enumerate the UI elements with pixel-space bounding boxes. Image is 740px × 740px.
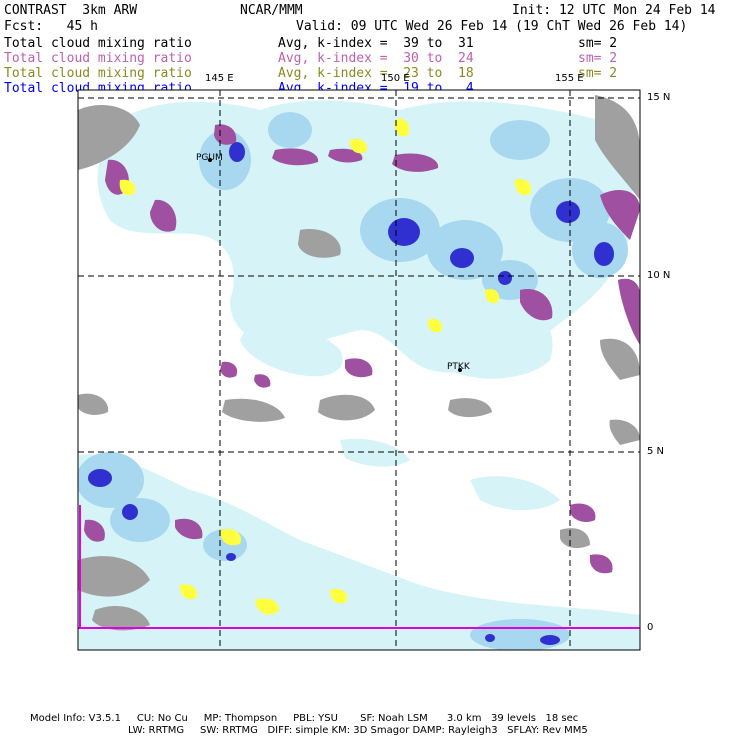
lon-label-155e: 155 E: [555, 73, 584, 84]
station-marker-ptkk: [458, 368, 462, 372]
lat-label-10n: 10 N: [647, 270, 671, 281]
lat-label-equator: 0: [647, 622, 654, 633]
legend-sm-2: sm= 2: [578, 51, 618, 66]
station-marker-pgum: [208, 158, 212, 162]
lat-label-15n: 15 N: [647, 92, 671, 103]
station-label-ptkk: PTKK: [447, 362, 470, 372]
gray-high-cloud: [78, 95, 640, 631]
map-frame: [77, 89, 641, 651]
lon-label-150e: 150 E: [381, 73, 410, 84]
header-fcst: Fcst: 45 h: [4, 19, 98, 34]
header-center: NCAR/MMM: [240, 3, 303, 18]
purple-mid-cloud: [84, 124, 640, 574]
legend-avg-1: Avg, k-index = 39 to 31: [278, 36, 474, 51]
station-label-pgum: PGUM: [196, 153, 223, 163]
footer-model-info: Model Info: V3.5.1 CU: No Cu MP: Thompso…: [30, 713, 579, 724]
legend-avg-3: Avg, k-index = 23 to 18: [278, 66, 474, 81]
legend-field-2: Total cloud mixing ratio: [4, 51, 192, 66]
yellow-low-cloud: [119, 118, 532, 615]
legend-sm-1: sm= 2: [578, 36, 618, 51]
graticule: [78, 90, 640, 650]
footer-physics-info: LW: RRTMG SW: RRTMG DIFF: simple KM: 3D …: [128, 725, 588, 736]
legend-field-3: Total cloud mixing ratio: [4, 66, 192, 81]
legend-sm-3: sm= 2: [578, 66, 618, 81]
header-init: Init: 12 UTC Mon 24 Feb 14: [512, 3, 716, 18]
lon-label-145e: 145 E: [205, 73, 234, 84]
header-title: CONTRAST 3km ARW: [4, 3, 138, 18]
legend-avg-2: Avg, k-index = 30 to 24: [278, 51, 474, 66]
header-valid: Valid: 09 UTC Wed 26 Feb 14 (19 ChT Wed …: [296, 19, 688, 34]
legend-field-1: Total cloud mixing ratio: [4, 36, 192, 51]
lat-label-5n: 5 N: [647, 446, 665, 457]
